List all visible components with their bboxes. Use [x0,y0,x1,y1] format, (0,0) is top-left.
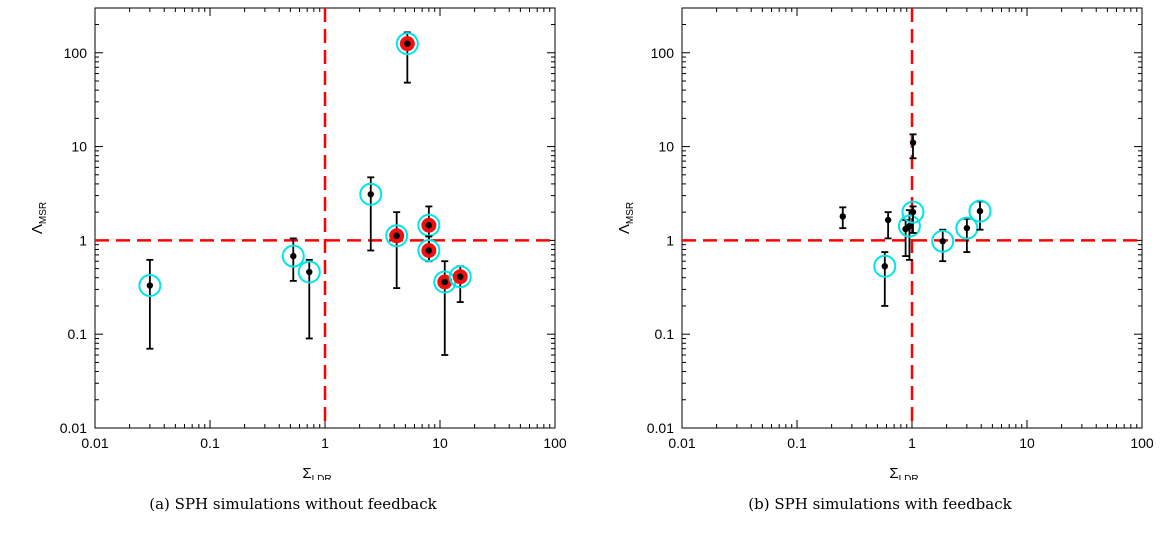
y-tick-label: 1 [79,232,87,248]
y-tick-label: 10 [71,139,87,155]
point-marker [404,40,411,47]
point-marker [425,222,433,229]
y-tick-label: 0.01 [647,420,674,436]
data-point [968,199,992,231]
point-marker [146,282,154,289]
data-point [433,260,457,356]
x-tick-label: 1 [321,435,329,451]
data-point [839,206,847,230]
highlight-ring [138,274,162,298]
point-marker [976,207,984,215]
point-marker [909,208,917,216]
x-tick-label: 0.01 [668,435,695,451]
highlight-ring [897,214,921,238]
chart-panel-b: 0.01 0.1 1 10 100 0.01 0.1 1 10 100 ΣLDR ΛMSR (b) S… [587,0,1173,538]
highlight-ring [385,224,409,248]
data-point [931,228,955,263]
point-marker [457,273,464,280]
point-marker [290,252,297,260]
x-tick-label: 0.01 [81,435,108,451]
highlight-ring [931,229,955,253]
x-tick-label: 0.1 [200,435,220,451]
point-marker [939,238,946,245]
chart-panel-a: 0.01 0.1 1 10 100 0.01 0.1 1 10 100 ΣLDR ΛMSR (a) S… [0,0,586,538]
highlight-ring [968,199,992,223]
data-point [297,258,321,340]
y-tick-label: 0.1 [655,326,675,342]
data-point [281,237,305,282]
data-point [884,211,892,240]
x-tick-label: 100 [543,435,567,451]
point-marker [393,232,400,239]
highlight-ring [955,216,979,240]
point-marker [909,139,917,146]
point-marker [906,222,913,230]
scatter-plot-a: 0.01 0.1 1 10 100 0.01 0.1 1 10 100 ΣLDR ΛMSR [29,7,567,480]
point-marker [441,278,448,286]
x-tick-label: 100 [1130,435,1154,451]
data-point [901,200,925,234]
highlight-ring [448,265,472,289]
y-tick-label: 100 [64,45,88,61]
y-tick-label: 10 [658,139,674,155]
highlight-ring [417,239,441,263]
data-point [385,211,409,289]
y-axis-label: ΛMSR [616,202,636,234]
y-tick-label: 100 [651,45,675,61]
y-tick-label: 0.01 [60,420,87,436]
y-tick-label: 0.1 [68,326,88,342]
data-point [909,133,917,160]
data-point [448,265,472,303]
caption-b: (b) SPH simulations with feedback [748,495,1012,513]
highlight-ring [359,182,383,206]
x-axis-label: ΣLDR [302,465,331,480]
data-point [955,216,979,253]
x-tick-label: 10 [1019,435,1035,451]
x-tick-label: 0.1 [787,435,807,451]
highlight-ring [901,200,925,224]
point-marker [425,247,433,254]
point-marker [963,224,971,232]
caption-a: (a) SPH simulations without feedback [149,495,437,513]
highlight-ring [873,254,897,278]
data-point [138,258,162,350]
point-marker [881,263,888,270]
data-point [873,251,897,307]
data-point [417,235,441,263]
y-tick-label: 1 [666,232,674,248]
x-tick-label: 1 [908,435,916,451]
data-point [395,31,419,84]
point-marker [367,191,374,198]
highlight-ring [281,244,305,268]
y-axis-label: ΛMSR [29,202,49,234]
x-axis-label: ΣLDR [889,465,918,480]
data-point [897,209,921,261]
highlight-ring [297,260,321,284]
point-marker [306,268,313,276]
point-marker [839,213,846,220]
scatter-plot-b: 0.01 0.1 1 10 100 0.01 0.1 1 10 100 ΣLDR ΛMSR [616,7,1154,480]
point-marker [884,216,892,224]
data-point [359,176,383,252]
x-tick-label: 10 [432,435,448,451]
highlight-ring [395,32,419,56]
